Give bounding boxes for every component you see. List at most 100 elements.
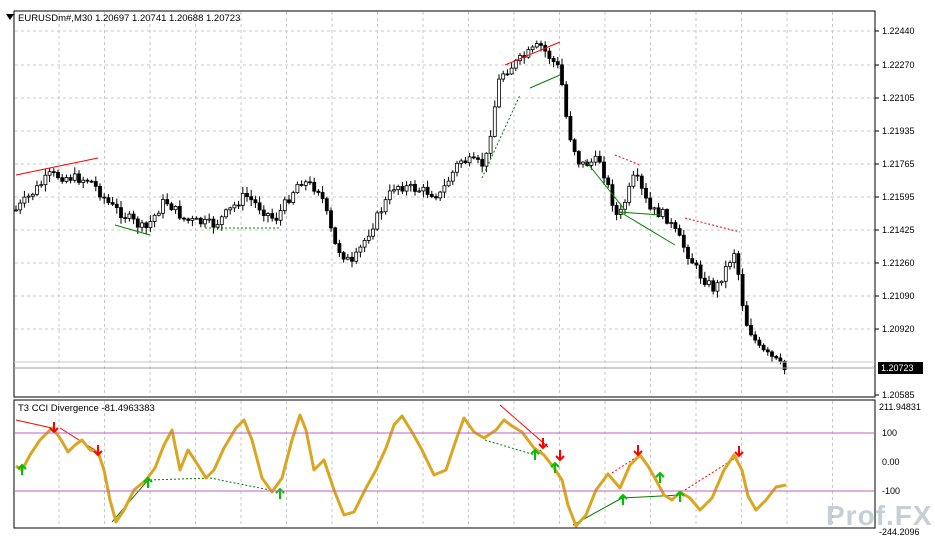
candle-body bbox=[127, 213, 132, 219]
bullish-divergence-line bbox=[481, 94, 521, 179]
candle-body bbox=[131, 213, 136, 220]
candle-body bbox=[442, 185, 447, 193]
price-tick-label: 1.21595 bbox=[882, 192, 915, 202]
candle-body bbox=[253, 199, 258, 204]
candle-body bbox=[383, 199, 388, 213]
price-axis: 1.22440 1.22270 1.22105 1.21935 1.21765 1.215… bbox=[875, 26, 915, 400]
candle-body bbox=[681, 234, 686, 248]
candle-body bbox=[408, 183, 413, 187]
candle-body bbox=[72, 173, 77, 181]
candle-body bbox=[303, 181, 308, 186]
candle-body bbox=[51, 171, 56, 174]
candle-body bbox=[282, 199, 287, 211]
candle-body bbox=[354, 251, 359, 262]
candle-body bbox=[438, 191, 443, 199]
candle-body bbox=[375, 212, 380, 230]
indicator-axis: 211.94831 100 0.00 -100 -244.2096 bbox=[15, 402, 921, 537]
candle-body bbox=[639, 175, 644, 189]
ind-level-label: -100 bbox=[882, 486, 900, 496]
candle-body bbox=[690, 258, 695, 264]
candle-body bbox=[732, 253, 737, 264]
candle-body bbox=[694, 262, 699, 266]
candle-body bbox=[350, 256, 354, 262]
candle-body bbox=[345, 256, 350, 260]
candle-body bbox=[198, 217, 203, 225]
candle-body bbox=[68, 177, 73, 181]
price-tick-label: 1.20585 bbox=[882, 390, 915, 400]
candle-body bbox=[463, 160, 468, 164]
candle-body bbox=[421, 186, 426, 192]
ind-level-label: 100 bbox=[882, 428, 897, 438]
candle-body bbox=[707, 280, 711, 285]
candle-body bbox=[371, 228, 375, 237]
candle-body bbox=[782, 360, 787, 371]
candle-body bbox=[182, 217, 186, 220]
candle-body bbox=[81, 179, 86, 183]
candle-body bbox=[434, 196, 438, 199]
bearish-divergence-line bbox=[15, 419, 53, 429]
candle-body bbox=[324, 198, 329, 212]
candle-body bbox=[728, 262, 732, 267]
candle-body bbox=[110, 202, 115, 205]
bearish-divergence-line bbox=[15, 157, 99, 176]
down-arrow-icon bbox=[93, 445, 103, 457]
candle-body bbox=[39, 184, 44, 187]
candle-body bbox=[497, 78, 501, 108]
indicator-title: T3 CCI Divergence -81.4963383 bbox=[18, 403, 155, 414]
candle-body bbox=[753, 334, 758, 341]
price-tick-label: 1.22105 bbox=[882, 93, 915, 103]
candle-body bbox=[589, 161, 594, 166]
candle-body bbox=[341, 252, 346, 260]
down-arrow-icon bbox=[633, 445, 643, 457]
candle-body bbox=[400, 186, 405, 192]
candle-body bbox=[102, 196, 107, 199]
price-pane[interactable] bbox=[13, 10, 876, 398]
price-tick-label: 1.21935 bbox=[882, 126, 915, 136]
candle-body bbox=[123, 217, 128, 219]
candle-body bbox=[673, 222, 678, 229]
candle-body bbox=[644, 187, 648, 199]
candle-body bbox=[614, 204, 619, 215]
triangle-down-icon[interactable] bbox=[6, 14, 14, 20]
up-arrow-icon bbox=[550, 461, 560, 473]
candlesticks bbox=[14, 40, 787, 375]
candle-body bbox=[245, 193, 249, 198]
candle-body bbox=[148, 221, 153, 229]
candle-body bbox=[211, 218, 216, 228]
candle-body bbox=[387, 190, 392, 201]
candle-body bbox=[85, 179, 90, 182]
candle-body bbox=[207, 218, 212, 221]
candle-body bbox=[308, 181, 312, 184]
candle-body bbox=[471, 156, 476, 159]
bearish-divergence-line bbox=[684, 217, 741, 233]
bullish-divergence-line bbox=[619, 211, 661, 216]
indicator-pane[interactable] bbox=[13, 399, 876, 529]
candle-body bbox=[774, 355, 779, 359]
bullish-divergence-line bbox=[484, 439, 536, 456]
candle-body bbox=[329, 210, 333, 229]
candle-body bbox=[228, 207, 233, 211]
candle-body bbox=[417, 190, 422, 193]
candle-body bbox=[551, 58, 556, 63]
candle-body bbox=[740, 274, 745, 307]
candle-body bbox=[736, 253, 741, 275]
candle-body bbox=[60, 177, 65, 182]
candle-body bbox=[635, 174, 640, 177]
candle-body bbox=[501, 73, 506, 80]
bearish-divergence-line bbox=[504, 41, 561, 66]
candle-body bbox=[652, 207, 657, 210]
candle-body bbox=[602, 161, 606, 179]
candle-body bbox=[26, 195, 31, 198]
candle-body bbox=[186, 218, 191, 221]
candle-body bbox=[190, 218, 195, 221]
candle-body bbox=[568, 116, 573, 141]
candle-body bbox=[93, 181, 98, 187]
candle-body bbox=[140, 222, 144, 228]
candle-body bbox=[656, 207, 661, 217]
candle-body bbox=[249, 196, 254, 201]
candle-body bbox=[450, 171, 455, 182]
candle-body bbox=[467, 156, 472, 164]
candle-body bbox=[14, 209, 18, 212]
up-arrow-icon bbox=[17, 463, 27, 475]
